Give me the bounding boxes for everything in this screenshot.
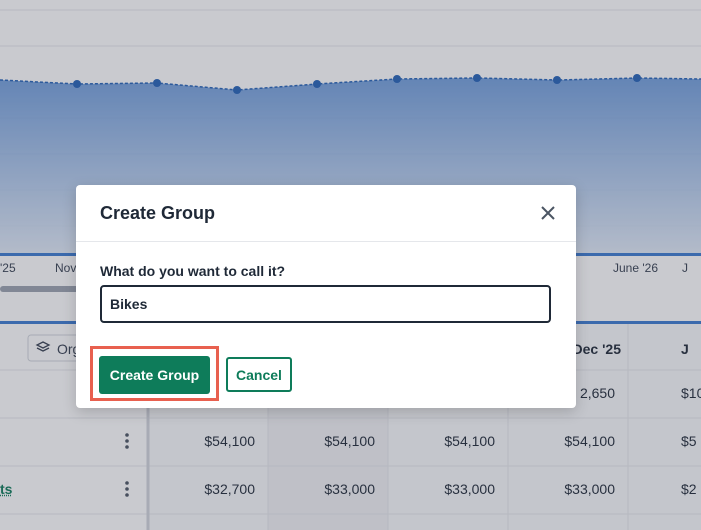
row-label: ts — [0, 481, 13, 497]
table-cell: $54,100 — [444, 433, 495, 449]
table-cell: $54,100 — [324, 433, 375, 449]
button-label: Cancel — [236, 366, 282, 383]
kebabs — [125, 433, 129, 497]
column-header: J — [681, 341, 689, 357]
table-cell: $33,000 — [324, 481, 375, 497]
cancel-button[interactable]: Cancel — [226, 357, 292, 392]
column-header: Dec '25 — [572, 341, 621, 357]
layers-icon — [35, 341, 51, 352]
field-label: What do you want to call it? — [100, 263, 286, 279]
dialog: Create Group What do you want to call it… — [76, 185, 576, 408]
scrollbar[interactable] — [0, 286, 80, 292]
table-cell: $2 — [681, 481, 697, 497]
name-input[interactable]: Bikes — [100, 285, 551, 323]
timeline-label: J — [682, 261, 688, 275]
table-cell: $5 — [681, 433, 697, 449]
create-group-button[interactable]: Create Group — [99, 356, 210, 394]
table-cell: $54,100 — [564, 433, 615, 449]
highlight-box — [90, 346, 219, 401]
timeline-label: Nov — [55, 261, 77, 275]
table-cell: $54,100 — [204, 433, 255, 449]
table-cell: $33,000 — [444, 481, 495, 497]
table-cell: $10 — [681, 385, 701, 401]
close-button[interactable] — [540, 205, 556, 221]
timeline-label: '25 — [0, 261, 16, 275]
timeline-label: June '26 — [613, 261, 658, 275]
line — [0, 77, 701, 91]
input-value: Bikes — [110, 296, 148, 312]
button-label: Create Group — [109, 367, 200, 383]
divider — [76, 241, 576, 242]
points — [73, 74, 641, 94]
table-cell: 2,650 — [579, 385, 615, 401]
table-cell: $33,000 — [564, 481, 615, 497]
dialog-title: Create Group — [100, 203, 216, 223]
toolbar-button-label: Org — [57, 341, 81, 357]
table-cell: $32,700 — [204, 481, 255, 497]
